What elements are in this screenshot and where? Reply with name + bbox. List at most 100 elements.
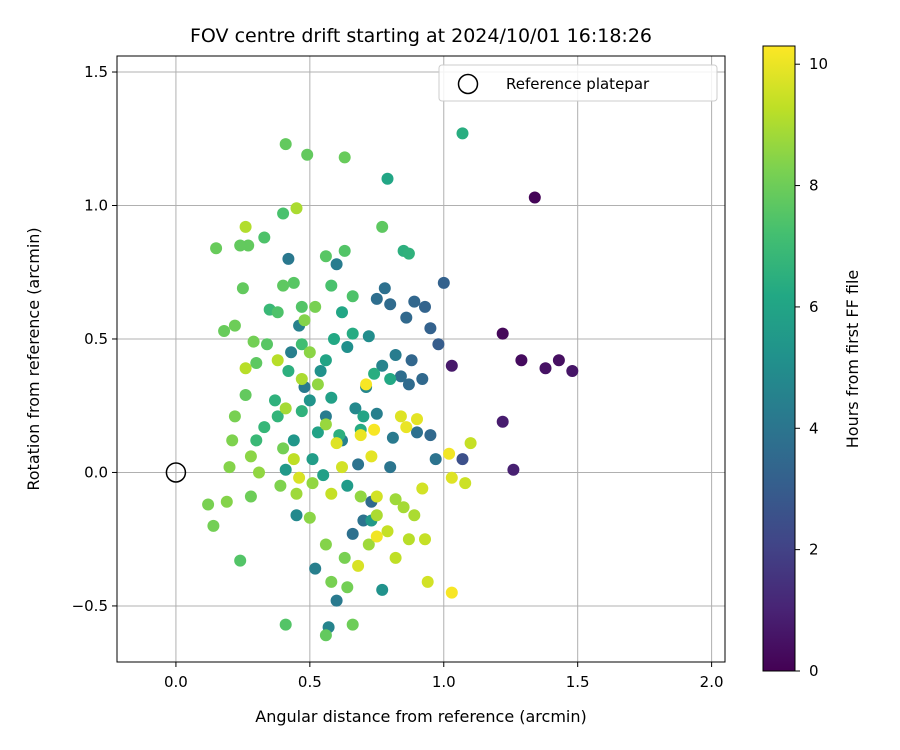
scatter-point	[419, 300, 431, 313]
scatter-point	[362, 330, 375, 343]
scatter-point	[311, 426, 324, 439]
scatter-point	[290, 509, 303, 522]
scatter-point	[416, 482, 429, 495]
scatter-point	[338, 551, 351, 564]
colorbar-tick-label: 0	[809, 662, 819, 680]
scatter-point	[330, 594, 343, 607]
scatter-point	[539, 362, 552, 375]
scatter-point	[368, 367, 381, 380]
scatter-point	[464, 437, 477, 450]
scatter-point	[295, 338, 308, 351]
scatter-point	[290, 487, 303, 500]
scatter-point	[202, 498, 215, 511]
scatter-point	[341, 581, 354, 594]
y-tick-label: 1.0	[84, 196, 108, 214]
scatter-point	[408, 295, 421, 308]
scatter-point	[317, 469, 330, 482]
scatter-point	[365, 450, 378, 463]
scatter-point	[357, 410, 370, 423]
scatter-point	[244, 450, 257, 463]
y-axis-ticks: −0.5 0.0 0.5 1.0 1.5	[72, 63, 117, 615]
legend-box	[438, 64, 718, 102]
scatter-point	[303, 346, 316, 359]
scatter-point	[258, 421, 271, 434]
scatter-point	[376, 359, 389, 372]
x-tick-label: 0.5	[298, 673, 322, 691]
scatter-point	[384, 298, 397, 311]
scatter-point	[338, 151, 351, 164]
legend: Reference platepar	[438, 64, 718, 102]
scatter-point	[354, 490, 367, 503]
scatter-point	[394, 370, 407, 383]
colorbar-tick-label: 10	[809, 55, 828, 73]
scatter-point	[402, 247, 415, 260]
scatter-point	[303, 511, 316, 524]
scatter-point	[244, 490, 257, 503]
scatter-point	[279, 402, 292, 415]
scatter-point	[432, 338, 445, 351]
x-axis-label: Angular distance from reference (arcmin)	[255, 707, 586, 726]
scatter-point	[445, 359, 458, 372]
scatter-point	[459, 477, 472, 490]
legend-marker	[457, 73, 479, 95]
scatter-point	[360, 378, 373, 391]
scatter-point	[443, 447, 456, 460]
scatter-point	[389, 493, 402, 506]
chart-title: FOV centre drift starting at 2024/10/01 …	[190, 25, 652, 47]
scatter-point	[400, 311, 413, 324]
scatter-point	[325, 487, 338, 500]
scatter-point	[228, 410, 241, 423]
scatter-point	[279, 138, 292, 151]
scatter-point	[552, 354, 565, 367]
scatter-point	[271, 306, 284, 319]
scatter-point	[319, 538, 332, 551]
scatter-point	[424, 429, 437, 442]
scatter-point	[295, 300, 308, 313]
scatter-point	[285, 346, 298, 359]
scatter-point	[319, 418, 332, 431]
scatter-point	[424, 322, 437, 335]
scatter-point	[354, 429, 367, 442]
scatter-point	[402, 533, 415, 546]
scatter-point	[223, 461, 236, 474]
scatter-point	[236, 282, 249, 295]
scatter-point	[271, 354, 284, 367]
y-tick-label: 0.5	[84, 330, 108, 348]
scatter-point	[287, 276, 300, 289]
colorbar-tick-label: 2	[809, 541, 819, 559]
scatter-point	[234, 554, 247, 567]
scatter-point	[269, 394, 281, 407]
x-tick-label: 0.0	[164, 673, 188, 691]
scatter-point	[228, 319, 241, 332]
x-tick-label: 2.0	[700, 673, 724, 691]
scatter-point	[376, 583, 389, 596]
scatter-point	[226, 434, 239, 447]
scatter-point	[279, 463, 292, 476]
scatter-point	[445, 586, 458, 599]
scatter-point	[298, 314, 311, 327]
scatter-point	[271, 410, 284, 423]
scatter-point	[258, 231, 271, 244]
scatter-point	[346, 527, 359, 540]
scatter-point	[277, 279, 290, 292]
scatter-point	[311, 378, 324, 391]
y-tick-label: −0.5	[72, 597, 108, 615]
reference-marker	[165, 462, 187, 483]
scatter-point	[496, 415, 509, 428]
scatter-point	[330, 258, 343, 271]
scatter-point	[346, 327, 359, 340]
y-tick-label: 1.5	[84, 63, 108, 81]
scatter-point	[437, 276, 450, 289]
scatter-point	[445, 471, 458, 484]
scatter-point	[325, 279, 338, 292]
scatter-point	[352, 458, 365, 471]
scatter-point	[376, 220, 389, 233]
scatter-point	[370, 530, 383, 543]
scatter-point	[261, 338, 273, 351]
scatter-point	[456, 453, 469, 466]
scatter-point	[279, 618, 292, 631]
scatter-point	[456, 127, 469, 140]
scatter-point	[293, 471, 306, 484]
scatter-point	[207, 519, 220, 532]
